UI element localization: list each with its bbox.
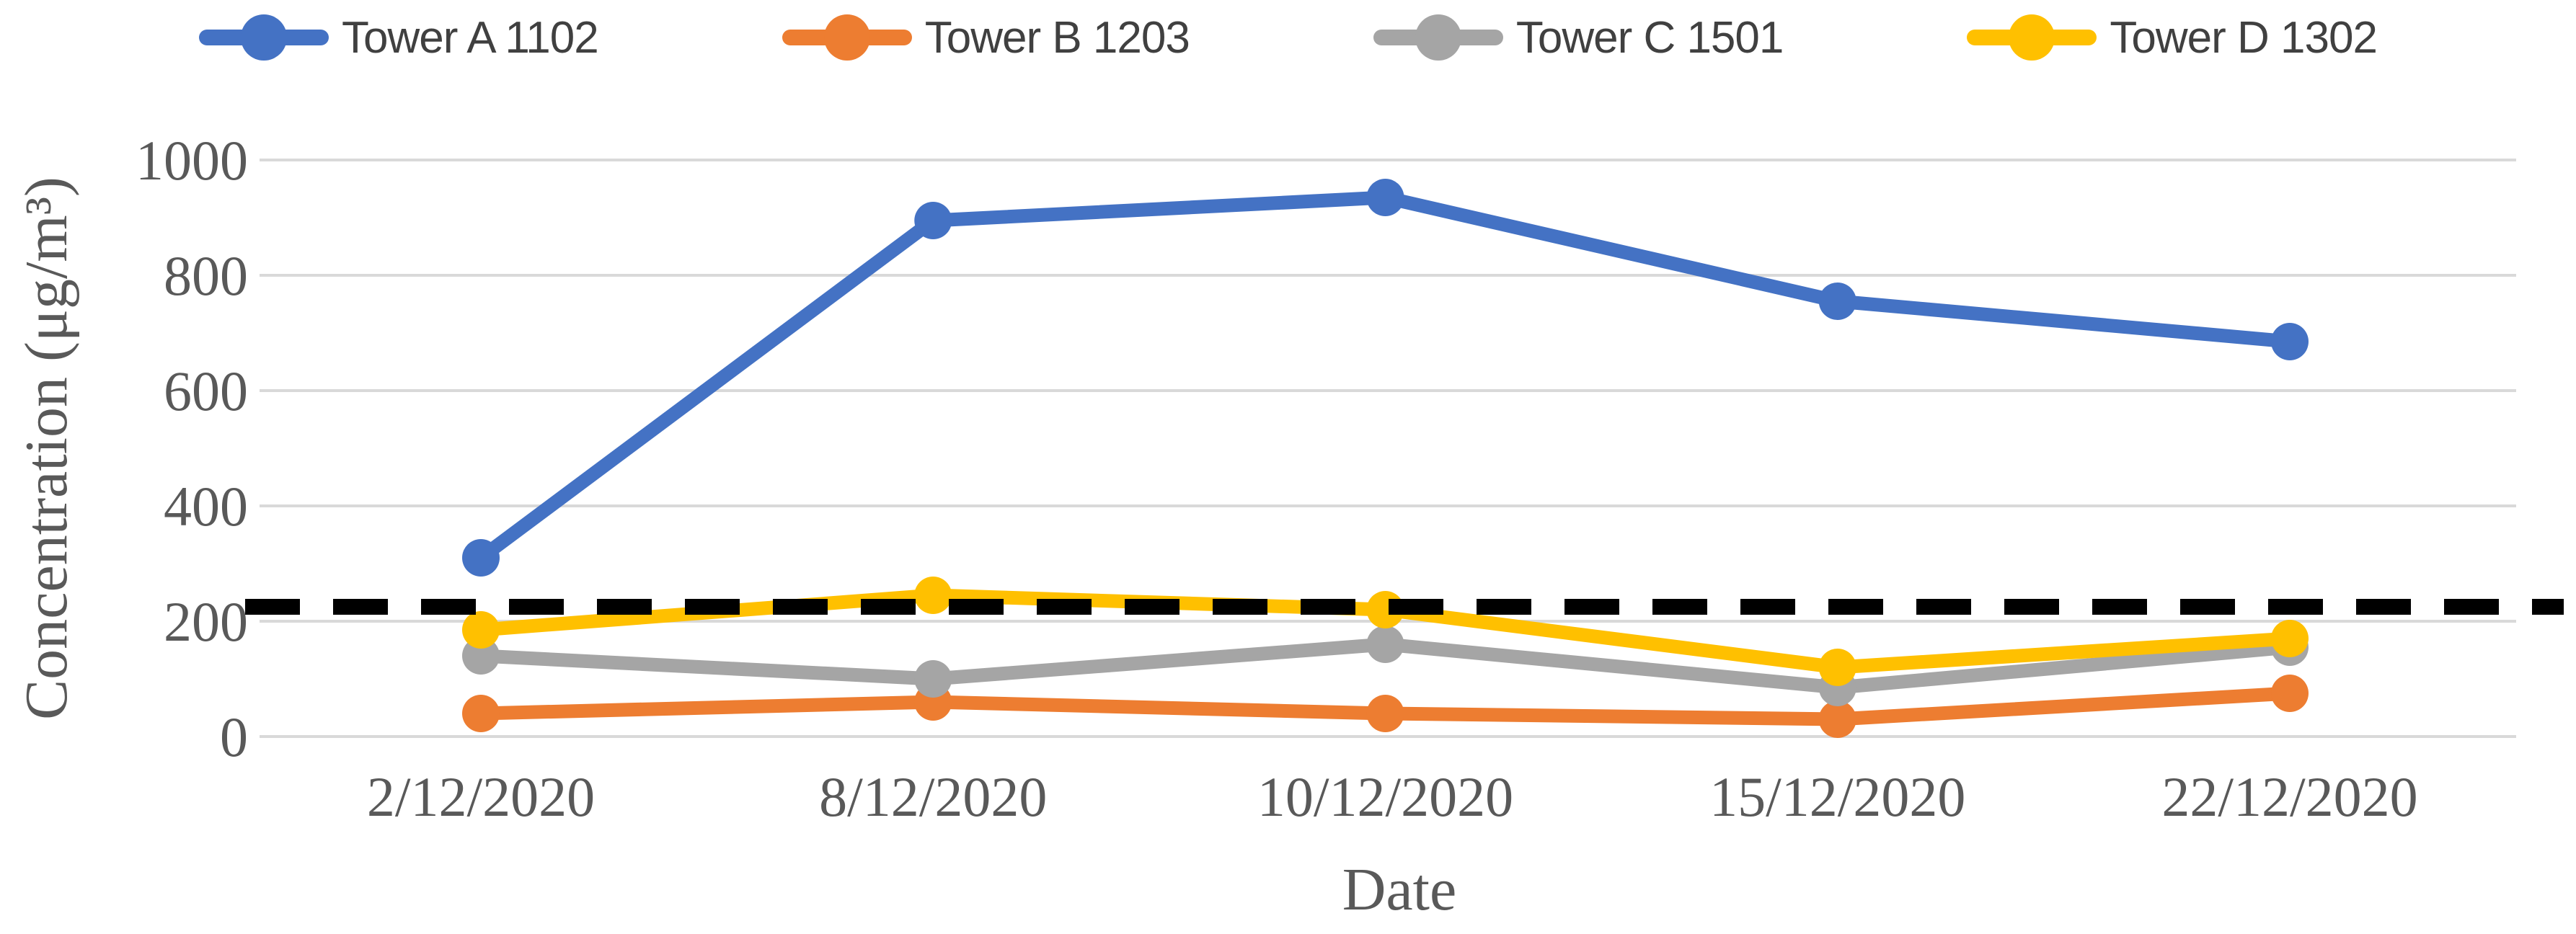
legend-label: Tower C 1501: [1515, 12, 1784, 63]
data-point-tower-a-1102-2: [914, 202, 952, 239]
y-tick-label: 1000: [136, 129, 248, 192]
y-tick-label: 600: [164, 360, 248, 422]
y-tick-label: 400: [164, 475, 248, 538]
data-point-tower-b-1203-5: [2271, 675, 2309, 712]
x-tick-label: 8/12/2020: [819, 765, 1047, 828]
legend-dot-swatch: [1415, 14, 1461, 61]
x-tick-label: 2/12/2020: [367, 765, 595, 828]
legend-line-dot-icon: [199, 14, 329, 61]
data-point-tower-b-1203-3: [1366, 695, 1404, 732]
data-point-tower-d-1302-1: [462, 611, 500, 649]
legend-dot-swatch: [823, 14, 870, 61]
y-axis-title: Concentration (μg/m³): [13, 177, 80, 720]
legend-line-dot-icon: [1967, 14, 2097, 61]
legend-line-dot-icon: [782, 14, 912, 61]
axis-labels-group: 0 200 400 600 800 1000 2/12/2020 8/12/2020 10/12…: [136, 129, 2418, 828]
x-tick-label: 10/12/2020: [1257, 765, 1513, 828]
legend-item-tower-b-1203: Tower B 1203: [782, 12, 1190, 63]
x-axis-title: Date: [1342, 856, 1457, 923]
data-point-tower-b-1203-4: [1818, 700, 1856, 738]
x-tick-label: 22/12/2020: [2161, 765, 2417, 828]
y-tick-label: 200: [164, 590, 248, 653]
chart-legend: Tower A 1102 Tower B 1203 Tower C 1501 Towe…: [0, 6, 2576, 69]
data-point-tower-b-1203-1: [462, 695, 500, 732]
gridlines-group: [260, 159, 2516, 738]
legend-item-tower-a-1102: Tower A 1102: [199, 12, 599, 63]
legend-item-tower-c-1501: Tower C 1501: [1373, 12, 1784, 63]
legend-item-tower-d-1302: Tower D 1302: [1967, 12, 2378, 63]
data-point-tower-c-1501-3: [1366, 626, 1404, 663]
data-point-tower-d-1302-2: [914, 577, 952, 614]
legend-label: Tower B 1203: [924, 12, 1190, 63]
data-point-tower-a-1102-4: [1818, 283, 1856, 320]
data-point-tower-c-1501-2: [914, 660, 952, 698]
legend-label: Tower D 1302: [2110, 12, 2378, 63]
y-tick-label: 800: [164, 244, 248, 307]
data-point-tower-a-1102-3: [1366, 179, 1404, 216]
data-point-tower-a-1102-5: [2271, 323, 2309, 360]
legend-label: Tower A 1102: [342, 12, 599, 63]
series-line-tower-a-1102: [474, 190, 2297, 565]
data-point-tower-a-1102-1: [462, 539, 500, 577]
legend-line-dot-icon: [1373, 14, 1503, 61]
legend-dot-swatch: [2009, 14, 2055, 61]
y-tick-label: 0: [220, 706, 248, 768]
data-point-tower-d-1302-4: [1818, 649, 1856, 686]
x-tick-label: 15/12/2020: [1709, 765, 1965, 828]
series-group: [462, 179, 2309, 738]
data-point-tower-c-1501-1: [462, 637, 500, 675]
legend-dot-swatch: [241, 14, 288, 61]
data-point-tower-d-1302-5: [2271, 620, 2309, 657]
